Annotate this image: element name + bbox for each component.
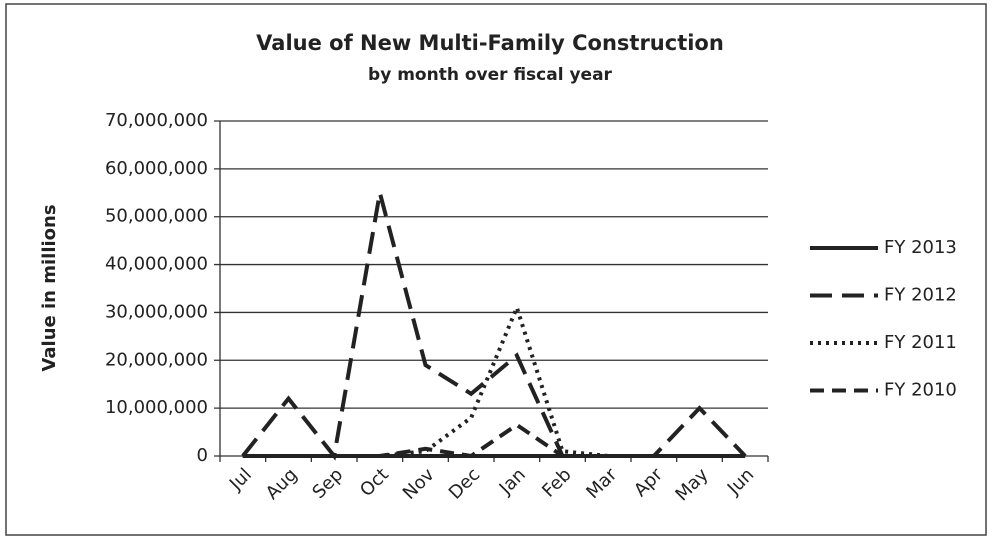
- y-tick-label: 70,000,000: [105, 110, 208, 131]
- y-tick-label: 50,000,000: [105, 206, 208, 227]
- y-tick-label: 40,000,000: [105, 254, 208, 275]
- chart-border: [5, 3, 987, 536]
- legend-label: FY 2010: [884, 380, 957, 401]
- chart-subtitle: by month over fiscal year: [368, 65, 613, 85]
- line-series: [242, 301, 746, 458]
- legend-label: FY 2013: [884, 237, 957, 258]
- y-tick-label: 0: [197, 445, 208, 466]
- y-tick-label: 10,000,000: [105, 397, 208, 418]
- y-tick-label: 30,000,000: [105, 301, 208, 322]
- chart-title: Value of New Multi-Family Construction: [256, 31, 724, 55]
- y-tick-label: 60,000,000: [105, 158, 208, 179]
- line-series: [241, 192, 747, 461]
- y-axis-label: Value in millions: [39, 204, 60, 371]
- y-tick-label: 20,000,000: [105, 349, 208, 370]
- legend-label: FY 2012: [884, 285, 957, 306]
- legend-label: FY 2011: [884, 332, 957, 353]
